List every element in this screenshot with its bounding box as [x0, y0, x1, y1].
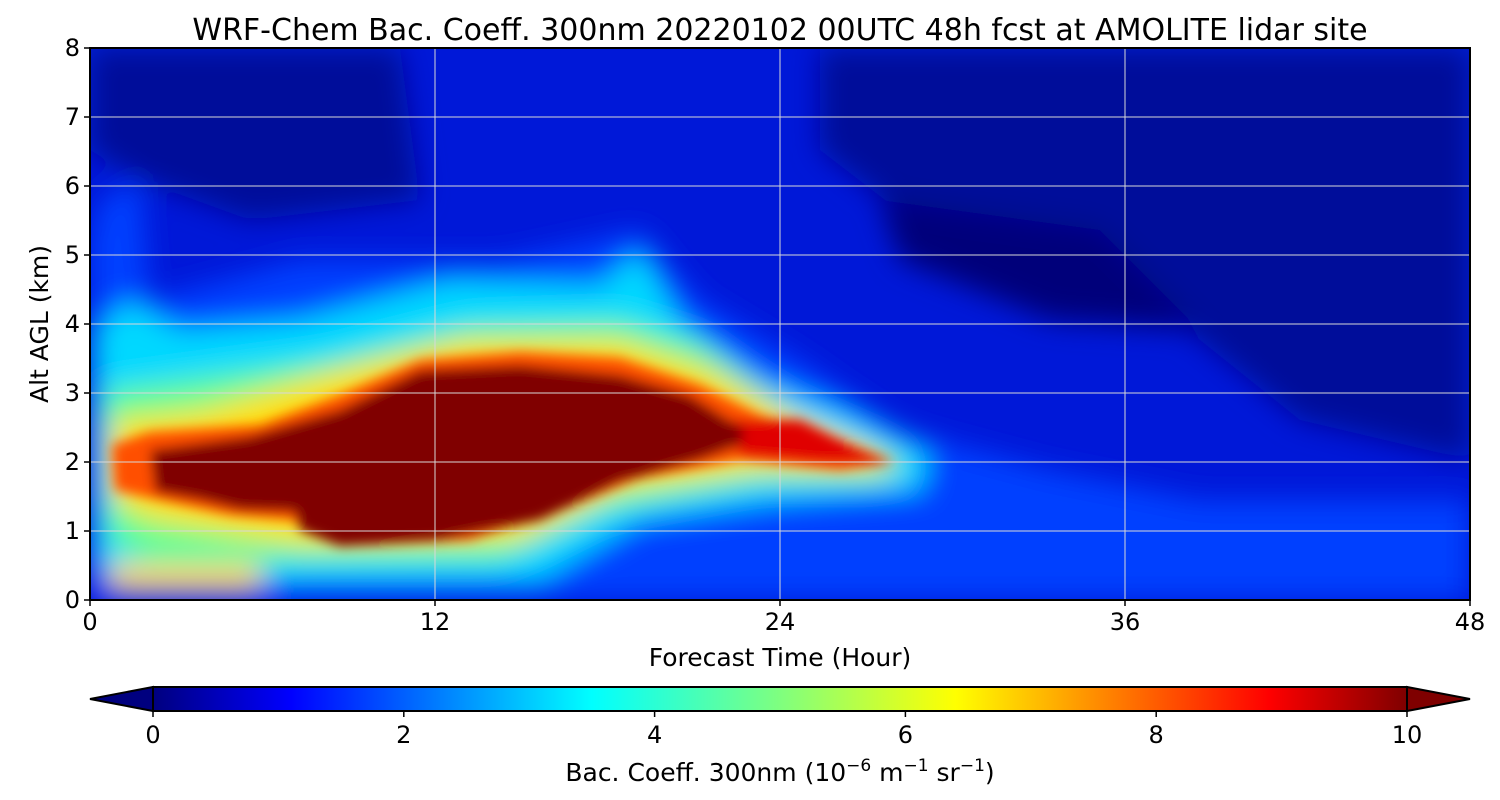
grid	[90, 48, 1470, 600]
x-tick-label: 0	[82, 608, 97, 636]
x-tick-label: 12	[420, 608, 451, 636]
y-tick-label: 0	[65, 586, 80, 614]
colorbar-tick-label: 8	[1149, 721, 1164, 749]
main-dust-core	[150, 365, 745, 546]
colorbar-tick-label: 2	[396, 721, 411, 749]
x-axis-label: Forecast Time (Hour)	[649, 643, 912, 672]
dark-region-upper-left	[90, 48, 420, 220]
colorbar-tick-label: 4	[647, 721, 662, 749]
x-axis: 0 12 24 36 48	[82, 600, 1485, 636]
x-tick-label: 48	[1455, 608, 1486, 636]
elevated-red-layer	[730, 420, 890, 463]
y-tick-label: 4	[65, 310, 80, 338]
colorbar-tick-label: 6	[898, 721, 913, 749]
near-surface-yellow	[110, 565, 260, 590]
y-axis: 0 1 2 3 4 5 6 7 8	[65, 34, 90, 614]
colorbar-tick-label: 0	[145, 721, 160, 749]
y-tick-label: 2	[65, 448, 80, 476]
y-tick-label: 3	[65, 379, 80, 407]
chart-title: WRF-Chem Bac. Coeff. 300nm 20220102 00UT…	[192, 13, 1367, 48]
colorbar-bar	[152, 686, 1408, 712]
colorbar-label: Bac. Coeff. 300nm (10−6 m−1 sr−1)	[565, 756, 994, 787]
y-axis-label: Alt AGL (km)	[25, 245, 54, 403]
colorbar-extend-low	[89, 685, 154, 713]
y-tick-label: 1	[65, 517, 80, 545]
darkest-region	[880, 200, 1200, 330]
y-tick-label: 6	[65, 172, 80, 200]
dark-region-upper-right	[820, 48, 1470, 460]
colorbar-extend-high	[1406, 685, 1471, 713]
y-tick-label: 8	[65, 34, 80, 62]
colorbar-tick-label: 10	[1392, 721, 1423, 749]
x-tick-label: 36	[1110, 608, 1141, 636]
colorbar-ticks: 0 2 4 6 8 10	[145, 711, 1422, 749]
x-tick-label: 24	[765, 608, 796, 636]
colorbar: 0 2 4 6 8 10 Bac. Coeff. 300nm (10−6 m−1 sr−1…	[89, 685, 1471, 787]
y-tick-label: 7	[65, 103, 80, 131]
y-tick-label: 5	[65, 241, 80, 269]
